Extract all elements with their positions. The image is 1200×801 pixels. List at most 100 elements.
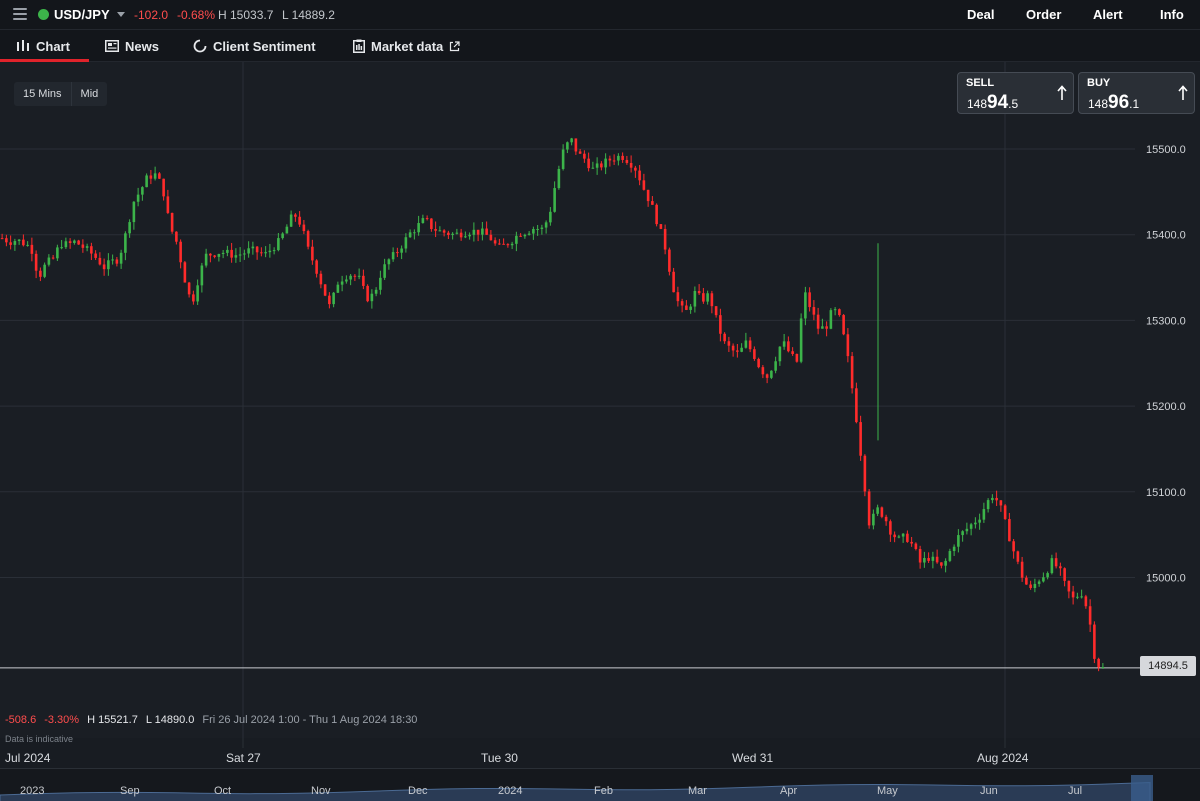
candle-body [175, 231, 178, 242]
candle-body [553, 188, 556, 212]
candle-body [612, 160, 616, 162]
buy-button[interactable]: BUY 14896.1 [1078, 72, 1195, 114]
candle-body [536, 228, 539, 230]
candle-body [396, 252, 399, 254]
candle-body [731, 345, 735, 351]
candle-body [642, 180, 646, 190]
candle-body [617, 155, 620, 161]
candle-body [659, 224, 663, 229]
candle-body [799, 318, 803, 362]
candle-body [387, 259, 391, 265]
candle-body [1101, 667, 1105, 669]
candle-body [519, 235, 522, 237]
candle-body [672, 271, 675, 293]
candle-body [549, 211, 552, 223]
candle-body [940, 562, 943, 566]
candle-body [774, 361, 777, 371]
candle-body [34, 253, 38, 271]
tab-chart[interactable]: Chart [16, 30, 70, 62]
candle-body [574, 138, 578, 152]
candle-body [124, 233, 127, 253]
candle-body [209, 253, 212, 256]
candle-body [1037, 581, 1041, 584]
candle-body [889, 521, 892, 535]
buy-label: BUY [1087, 77, 1111, 89]
daily-low: L 14889.2 [282, 8, 335, 22]
chart-area[interactable] [0, 62, 1200, 738]
candle-body [400, 248, 403, 253]
timeline-navigator[interactable]: 2023 Sep Oct Nov Dec 2024 Feb Mar Apr Ma… [0, 768, 1200, 801]
candle-body [812, 307, 816, 315]
candle-body [1008, 519, 1011, 542]
tab-client-sentiment-label: Client Sentiment [213, 38, 316, 54]
candle-body [332, 292, 335, 305]
chevron-down-icon[interactable] [117, 12, 125, 17]
hamburger-menu-icon[interactable] [13, 8, 27, 20]
candle-body [906, 533, 909, 542]
candle-body [566, 142, 569, 150]
tab-news[interactable]: News [105, 30, 159, 62]
candle-body [604, 158, 607, 168]
candle-body [816, 314, 820, 329]
price-tick-label: 15100.0 [1146, 487, 1186, 499]
candle-body [251, 246, 255, 249]
candle-body [357, 275, 361, 277]
navigator-label: 2024 [498, 785, 523, 797]
candle-body [944, 560, 947, 566]
newspaper-icon [105, 40, 119, 52]
candle-body [872, 513, 875, 526]
daily-change-absolute: -102.0 [134, 8, 169, 22]
candle-body [226, 249, 229, 253]
sell-button[interactable]: SELL 14894.5 [957, 72, 1074, 114]
deal-button[interactable]: Deal [967, 7, 995, 22]
candle-body [782, 341, 786, 347]
daily-change-percent: -0.68% [177, 8, 216, 22]
candle-body [128, 222, 131, 234]
candle-body [646, 189, 650, 202]
candle-body [17, 239, 21, 242]
candle-body [1046, 573, 1049, 578]
candle-body [876, 507, 879, 514]
tab-bar: Chart News Client Sentiment Market data [0, 30, 1200, 62]
period-high: H 15521.7 [87, 714, 138, 726]
candle-body [931, 556, 935, 561]
info-button[interactable]: Info [1160, 7, 1184, 22]
candle-body [379, 277, 382, 290]
tab-market-data[interactable]: Market data [353, 30, 460, 62]
alert-button[interactable]: Alert [1093, 7, 1123, 22]
candle-body [336, 284, 340, 293]
candle-body [272, 250, 276, 252]
candle-body [689, 306, 692, 310]
price-chart[interactable]: 15500.0 15400.0 15300.0 15200.0 15100.0 15000… [0, 62, 1200, 768]
candle-body [438, 230, 442, 232]
candle-body [132, 201, 136, 223]
order-button[interactable]: Order [1026, 7, 1062, 22]
candle-body [770, 370, 773, 378]
candlestick-series [0, 137, 1105, 672]
candle-body [391, 252, 395, 260]
candle-body [145, 175, 148, 188]
candle-body [638, 170, 641, 181]
period-stats: -508.6 -3.30% H 15521.7 L 14890.0 Fri 26… [5, 714, 417, 726]
candle-body [374, 289, 378, 294]
tab-client-sentiment[interactable]: Client Sentiment [193, 30, 316, 62]
price-type-button[interactable]: Mid [70, 82, 108, 106]
candle-body [221, 252, 225, 254]
candle-body [68, 241, 72, 243]
candle-body [532, 229, 535, 234]
candle-body [829, 310, 833, 329]
candle-body [523, 234, 527, 237]
candle-body [600, 163, 603, 168]
candle-body [30, 244, 34, 254]
candle-body [362, 275, 365, 286]
candle-body [1059, 566, 1062, 569]
candle-body [447, 232, 450, 235]
timeframe-button[interactable]: 15 Mins [23, 88, 62, 100]
candle-body [651, 201, 654, 205]
time-tick-label: Jul 2024 [5, 751, 51, 765]
candle-body [808, 292, 811, 308]
candle-body [230, 249, 233, 258]
instrument-name[interactable]: USD/JPY [54, 7, 110, 22]
candle-body [884, 516, 888, 522]
candlestick-icon [17, 40, 29, 51]
